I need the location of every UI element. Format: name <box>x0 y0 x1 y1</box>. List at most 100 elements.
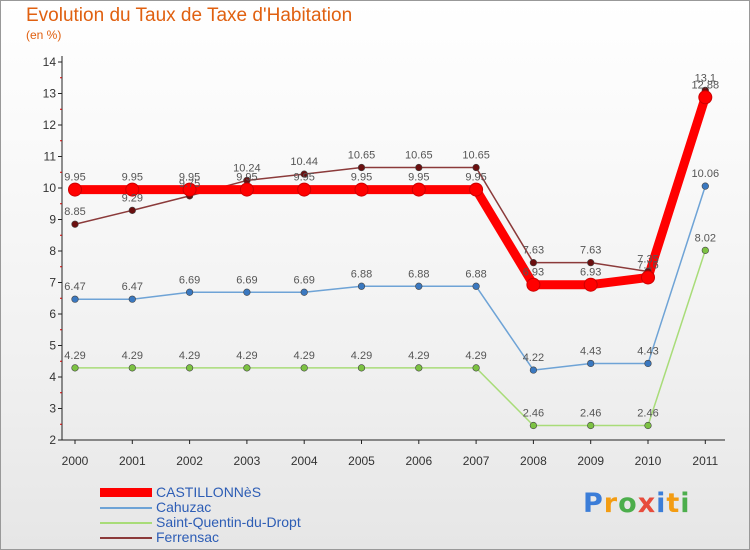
data-point-cahuzac <box>415 282 423 290</box>
data-point-ferrensac <box>472 163 480 172</box>
data-point-saint_quentin <box>186 364 194 372</box>
data-point-saint_quentin <box>128 364 136 372</box>
data-label-cahuzac: 4.43 <box>637 345 658 357</box>
data-point-ferrensac <box>587 259 595 267</box>
data-label-ferrensac: 10.44 <box>290 156 318 168</box>
series-line-saint_quentin <box>75 250 707 427</box>
data-point-saint_quentin <box>71 364 79 372</box>
data-label-cahuzac: 6.69 <box>179 274 200 286</box>
y-tick-label: 6 <box>49 307 56 321</box>
data-point-saint_quentin <box>472 364 480 372</box>
data-point-castillonnes <box>239 182 254 197</box>
data-label-saint_quentin: 4.29 <box>122 350 143 362</box>
chart-title: Evolution du Taux de Taxe d'Habitation <box>26 5 353 26</box>
data-label-saint_quentin: 4.29 <box>64 350 85 362</box>
data-point-cahuzac <box>71 295 79 303</box>
data-label-ferrensac: 10.65 <box>405 150 433 162</box>
data-point-ferrensac <box>300 170 308 178</box>
data-label-ferrensac: 10.24 <box>233 162 261 174</box>
data-point-castillonnes <box>68 182 82 197</box>
data-point-castillonnes <box>526 277 541 292</box>
data-point-saint_quentin <box>644 421 652 430</box>
legend-swatch-saint-quentin <box>100 522 152 524</box>
data-point-saint_quentin <box>300 364 308 372</box>
data-label-saint_quentin: 8.02 <box>695 232 716 244</box>
data-point-cahuzac <box>300 288 308 296</box>
data-label-saint_quentin: 2.46 <box>637 408 658 420</box>
data-label-saint_quentin: 4.29 <box>465 350 486 362</box>
data-label-castillonnes: 12.88 <box>692 79 720 91</box>
y-tick-label: 13 <box>43 87 57 101</box>
data-label-ferrensac: 13.1 <box>695 72 716 84</box>
legend-item-ferrensac[interactable]: Ferrensac <box>100 529 400 545</box>
y-tick-label: 11 <box>44 150 57 164</box>
y-tick-label: 5 <box>49 339 56 353</box>
data-point-ferrensac <box>415 163 423 172</box>
legend-item-castillonnes[interactable]: CASTILLONNèS <box>100 484 400 500</box>
legend-label-saint-quentin: Saint-Quentin-du-Dropt <box>156 514 301 530</box>
data-point-castillonnes <box>469 182 484 197</box>
data-point-castillonnes <box>641 270 655 285</box>
legend: CASTILLONNèS Cahuzac Saint-Quentin-du-Dr… <box>100 484 400 545</box>
data-point-saint_quentin <box>587 421 595 430</box>
data-point-saint_quentin <box>529 421 538 430</box>
line-chart: 2 3 4 5 6 7 8 9 10 11 12 13 14 2000 2001 2002 2003 2004 20… <box>43 55 725 468</box>
x-tick-label: 2003 <box>234 454 261 468</box>
y-tick-label: 7 <box>49 276 56 290</box>
data-label-cahuzac: 6.69 <box>293 274 314 286</box>
data-point-castillonnes <box>411 182 426 197</box>
data-point-castillonnes <box>354 182 369 197</box>
data-point-ferrensac <box>71 220 79 228</box>
data-label-castillonnes: 9.95 <box>179 172 200 184</box>
data-point-ferrensac <box>357 163 366 172</box>
data-label-saint_quentin: 4.29 <box>293 350 314 362</box>
data-point-castillonnes <box>698 90 713 105</box>
data-point-cahuzac <box>472 282 480 290</box>
data-label-castillonnes: 6.93 <box>580 267 601 279</box>
data-label-ferrensac: 9.75 <box>179 178 200 190</box>
legend-item-saint-quentin[interactable]: Saint-Quentin-du-Dropt <box>100 514 400 530</box>
data-point-cahuzac <box>186 288 194 296</box>
data-label-cahuzac: 4.43 <box>580 345 601 357</box>
data-label-cahuzac: 6.47 <box>64 281 85 293</box>
data-label-castillonnes: 9.95 <box>465 172 486 184</box>
x-tick-label: 2005 <box>348 454 375 468</box>
proxiti-logo[interactable]: Proxiti <box>583 488 691 519</box>
axes: 2 3 4 5 6 7 8 9 10 11 12 13 14 2000 2001 2002 2003 2004 20… <box>43 55 725 468</box>
legend-swatch-ferrensac <box>100 537 152 539</box>
data-label-saint_quentin: 2.46 <box>523 408 544 420</box>
data-point-saint_quentin <box>415 364 423 372</box>
y-tick-label: 8 <box>49 244 56 258</box>
data-label-ferrensac: 10.65 <box>462 150 490 162</box>
series-line-cahuzac <box>75 185 707 371</box>
y-tick-label: 10 <box>43 181 57 195</box>
data-point-cahuzac <box>128 295 136 303</box>
data-label-cahuzac: 10.06 <box>692 168 720 180</box>
x-tick-label: 2011 <box>692 454 718 468</box>
data-point-castillonnes <box>125 182 140 197</box>
data-label-cahuzac: 6.47 <box>122 281 143 293</box>
data-point-cahuzac <box>243 288 251 296</box>
data-label-saint_quentin: 4.29 <box>179 350 200 362</box>
data-point-castillonnes <box>583 277 598 292</box>
data-label-saint_quentin: 2.46 <box>580 408 601 420</box>
data-point-ferrensac <box>128 206 136 214</box>
data-point-castillonnes <box>182 182 197 197</box>
legend-item-cahuzac[interactable]: Cahuzac <box>100 499 400 515</box>
data-label-castillonnes: 9.95 <box>122 172 143 184</box>
legend-swatch-castillonnes <box>100 488 152 497</box>
data-label-castillonnes: 9.95 <box>351 172 372 184</box>
data-label-saint_quentin: 4.29 <box>351 350 372 362</box>
y-tick-label: 9 <box>49 213 56 227</box>
chart-subtitle: (en %) <box>26 28 62 42</box>
data-label-castillonnes: 9.95 <box>408 172 429 184</box>
data-label-castillonnes: 7.16 <box>637 259 658 271</box>
x-tick-label: 2010 <box>635 454 662 468</box>
x-tick-label: 2000 <box>62 454 89 468</box>
series-points <box>68 86 713 430</box>
data-label-ferrensac: 7.63 <box>580 245 601 257</box>
x-tick-label: 2004 <box>291 454 318 468</box>
y-tick-label: 12 <box>43 118 57 132</box>
x-tick-label: 2001 <box>119 454 146 468</box>
data-label-ferrensac: 8.85 <box>64 206 85 218</box>
